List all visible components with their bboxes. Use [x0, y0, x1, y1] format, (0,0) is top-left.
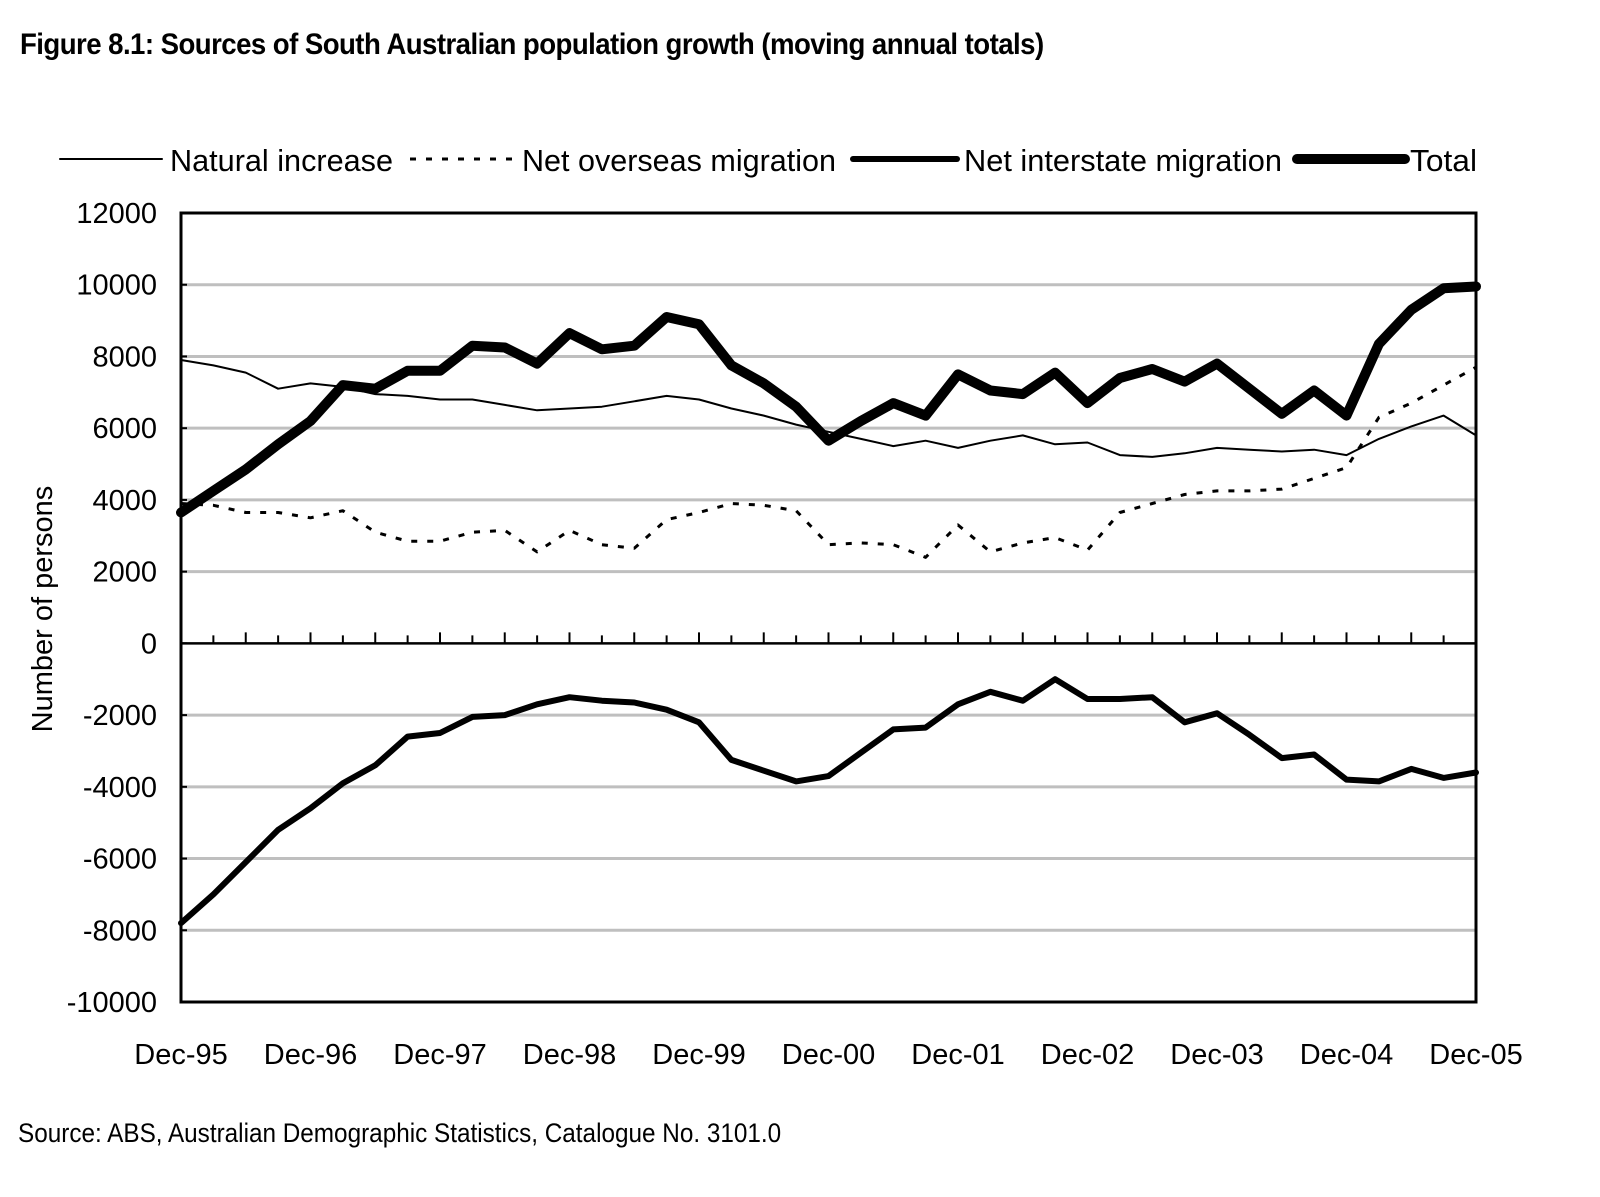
legend-item: Total [1292, 143, 1477, 178]
legend-label: Net interstate migration [964, 143, 1282, 178]
y-tick-label: -4000 [83, 772, 157, 804]
series-line-natural-increase [180, 359, 1477, 458]
y-tick-label: 4000 [92, 485, 157, 517]
x-tick-label: Dec-03 [1170, 1039, 1264, 1071]
y-tick-label: 2000 [92, 557, 157, 589]
y-tick-label: 12000 [76, 198, 157, 230]
y-tick-label: -10000 [67, 987, 157, 1019]
plot-frame [179, 211, 1478, 1004]
y-tick-labels: 12000 10000 8000 6000 4000 2000 0 -2000 -4000 -60… [67, 198, 157, 1019]
legend-item: Net interstate migration [850, 143, 1282, 178]
x-tick-label: Dec-96 [264, 1039, 358, 1071]
legend-label: Natural increase [170, 143, 393, 178]
y-tick-label: -2000 [83, 700, 157, 732]
axes [179, 211, 1478, 1004]
y-tick-label: -6000 [83, 844, 157, 876]
x-tick-label: Dec-95 [134, 1039, 228, 1071]
series-line-total [176, 281, 1481, 518]
x-tick-label: Dec-04 [1300, 1039, 1394, 1071]
source-note: Source: ABS, Australian Demographic Stat… [18, 1118, 782, 1148]
x-tick-label: Dec-02 [1041, 1039, 1135, 1071]
y-tick-label: 0 [141, 628, 157, 660]
x-tick-label: Dec-01 [911, 1039, 1005, 1071]
legend-item: Net overseas migration [410, 143, 836, 178]
y-tick-label: 10000 [76, 270, 157, 302]
figure-title: Figure 8.1: Sources of South Australian … [20, 28, 1044, 61]
legend-label: Total [1410, 143, 1477, 178]
series-line-net-interstate-migration [178, 676, 1479, 927]
x-tick-label: Dec-05 [1429, 1039, 1523, 1071]
y-tick-label: 8000 [92, 341, 157, 373]
series-line-net-overseas-migration [180, 365, 1477, 559]
x-tick-label: Dec-99 [652, 1039, 746, 1071]
x-tick-label: Dec-97 [393, 1039, 487, 1071]
x-tick-labels: Dec-95 Dec-96 Dec-97 Dec-98 Dec-99 Dec-00 Dec-… [134, 1039, 1523, 1071]
x-tick-label: Dec-00 [782, 1039, 876, 1071]
y-axis-label: Number of persons [27, 486, 59, 733]
x-tick-label: Dec-98 [523, 1039, 617, 1071]
legend-item: Natural increase [59, 143, 393, 178]
y-tick-label: -8000 [83, 915, 157, 947]
y-tick-label: 6000 [92, 413, 157, 445]
series-group [176, 281, 1481, 927]
legend: Natural increase Net overseas migration Ne… [59, 143, 1477, 178]
gridlines [181, 283, 1476, 932]
legend-label: Net overseas migration [522, 143, 836, 178]
